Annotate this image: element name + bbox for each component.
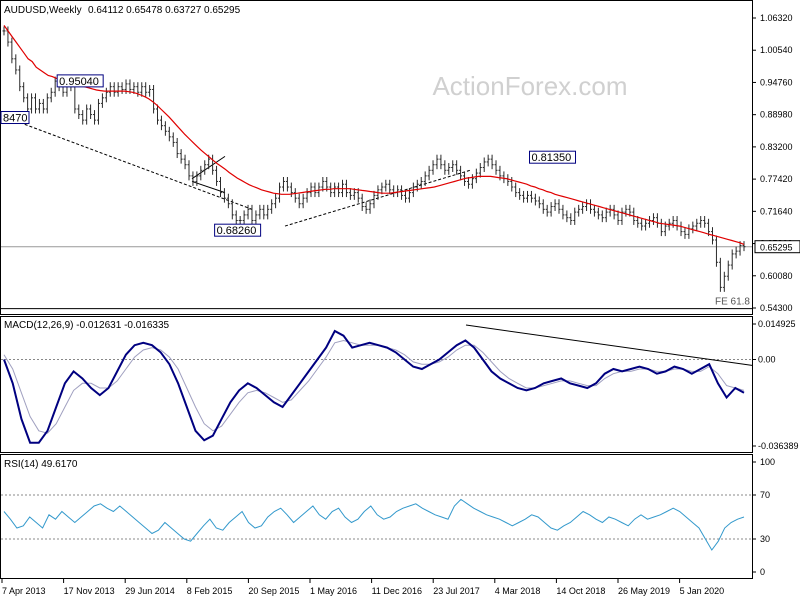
price-tick-label: 0.71640	[760, 206, 793, 216]
price-channel-bottom	[191, 180, 226, 194]
price-panel	[0, 0, 753, 315]
x-tick-label: 20 Sep 2015	[248, 586, 299, 596]
rsi-tick-label: 70	[760, 490, 770, 500]
watermark: ActionForex.com	[432, 71, 627, 101]
price-tick-label: 0.54300	[760, 303, 793, 313]
macd-tick-label: 0.00	[758, 354, 776, 364]
moving-average-line	[3, 25, 745, 245]
x-tick-label: 29 Jun 2014	[125, 586, 175, 596]
ohlc-label: 0.64112 0.65478 0.63727 0.65295	[88, 5, 241, 16]
macd-panel	[0, 316, 753, 453]
price-tick-label: 1.00540	[760, 45, 793, 55]
annotation-box	[529, 150, 577, 164]
annotation-box	[56, 74, 104, 88]
axis-layer: 1.06320 1.00540 0.94760 0.88980 0.83200 0.774…	[1, 13, 800, 596]
price-tick-label: 0.88980	[760, 110, 793, 120]
x-tick-label: 1 May 2016	[310, 586, 357, 596]
price-tick-label: 0.60080	[760, 271, 793, 281]
x-tick-label: 14 Oct 2018	[556, 586, 605, 596]
current-price-box	[754, 240, 800, 254]
x-tick-label: 7 Apr 2013	[2, 586, 46, 596]
annotation-label: 0.81350	[532, 152, 572, 164]
fe-label: FE 61.8	[715, 297, 750, 308]
x-tick-label: 23 Jul 2017	[433, 586, 480, 596]
price-trendline-down	[5, 116, 253, 210]
price-tick-label: 0.83200	[760, 142, 793, 152]
price-layer: 0.95040 8470 0.68260 0.81350 FE 61.8	[0, 25, 752, 310]
macd-layer	[1, 324, 753, 444]
annotation-box	[214, 223, 262, 237]
macd-line	[3, 329, 745, 444]
x-tick-label: 17 Nov 2013	[64, 586, 115, 596]
macd-trendline	[465, 324, 753, 366]
rsi-panel	[0, 454, 753, 579]
macd-tick-label: -0.036389	[758, 441, 799, 451]
macd-tick-label: 0.014925	[758, 319, 796, 329]
macd-label: MACD(12,26,9) -0.012631 -0.016335	[4, 320, 170, 331]
rsi-layer	[1, 494, 752, 551]
annotation-label: 0.68260	[217, 225, 257, 237]
x-tick-label: 4 Mar 2018	[495, 586, 541, 596]
x-tick-label: 5 Jan 2020	[680, 586, 725, 596]
symbol-label: AUDUSD,Weekly	[4, 5, 82, 16]
x-tick-label: 8 Feb 2015	[187, 586, 233, 596]
rsi-label: RSI(14) 49.6170	[4, 459, 78, 470]
current-price-label: 0.65295	[760, 243, 793, 253]
rsi-line	[3, 498, 745, 551]
price-tick-label: 1.06320	[760, 13, 793, 23]
price-tick-label: 0.77420	[760, 174, 793, 184]
annotation-label: 8470	[3, 113, 27, 125]
rsi-tick-label: 100	[760, 457, 775, 467]
annotation-box	[0, 111, 30, 125]
annotation-label: 0.95040	[59, 76, 99, 88]
x-tick-label: 11 Dec 2016	[372, 586, 422, 596]
x-tick-label: 26 May 2019	[618, 586, 670, 596]
rsi-tick-label: 30	[760, 534, 770, 544]
price-tick-label: 0.94760	[760, 77, 793, 87]
rsi-tick-label: 0	[760, 567, 765, 577]
